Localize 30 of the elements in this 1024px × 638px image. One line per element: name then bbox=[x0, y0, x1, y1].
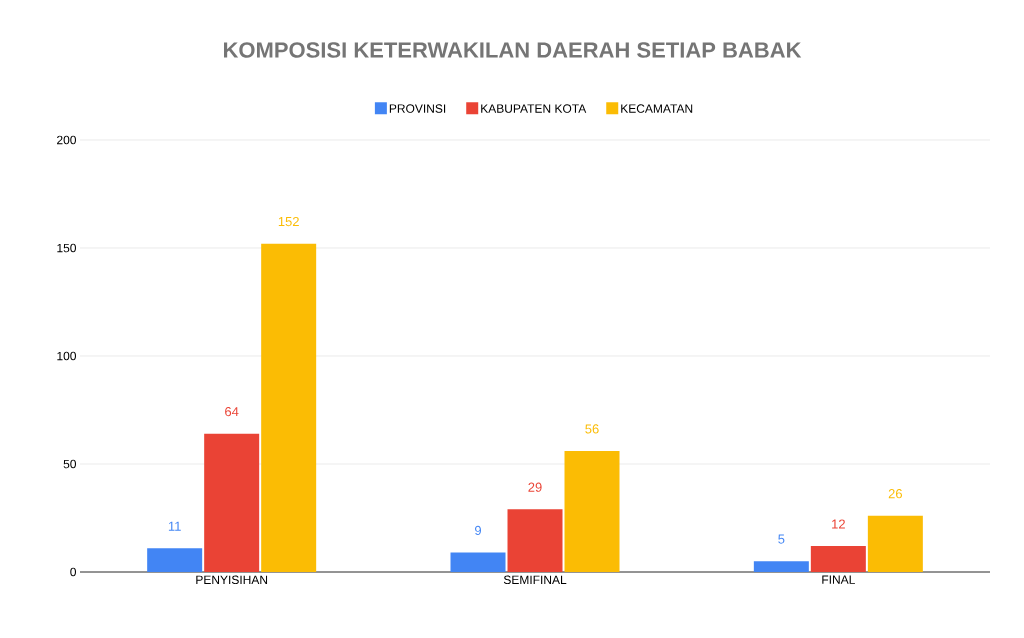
chart-title: KOMPOSISI KETERWAKILAN DAERAH SETIAP BABAK bbox=[224, 42, 802, 58]
data-label: 12 bbox=[832, 519, 845, 529]
legend-label: KABUPATEN KOTA bbox=[481, 104, 587, 113]
bar bbox=[810, 546, 866, 572]
bar bbox=[867, 515, 923, 572]
y-tick-label: 100 bbox=[57, 351, 77, 361]
legend-label: PROVINSI bbox=[389, 104, 446, 113]
bar bbox=[450, 552, 506, 572]
data-label: 9 bbox=[475, 525, 482, 536]
bar bbox=[261, 243, 317, 572]
data-label: 56 bbox=[585, 424, 599, 434]
x-tick-label: PENYISIHAN bbox=[196, 575, 268, 585]
bar bbox=[147, 548, 203, 572]
bar bbox=[564, 451, 620, 572]
data-label: 11 bbox=[168, 521, 181, 531]
y-tick-label: 0 bbox=[70, 567, 77, 577]
bar bbox=[753, 561, 809, 572]
y-tick-label: 200 bbox=[57, 135, 77, 145]
x-tick-label: SEMIFINAL bbox=[503, 575, 567, 585]
data-label: 152 bbox=[278, 216, 299, 227]
data-label: 26 bbox=[888, 489, 903, 499]
data-label: 5 bbox=[778, 534, 785, 544]
bar bbox=[507, 509, 563, 572]
legend-label: KECAMATAN bbox=[621, 104, 693, 113]
bar bbox=[204, 433, 260, 572]
y-tick-label: 50 bbox=[63, 459, 77, 469]
x-tick-label: FINAL bbox=[822, 575, 855, 584]
y-tick-label: 150 bbox=[57, 243, 77, 253]
data-label: 64 bbox=[225, 407, 239, 417]
data-label: 29 bbox=[528, 482, 542, 492]
